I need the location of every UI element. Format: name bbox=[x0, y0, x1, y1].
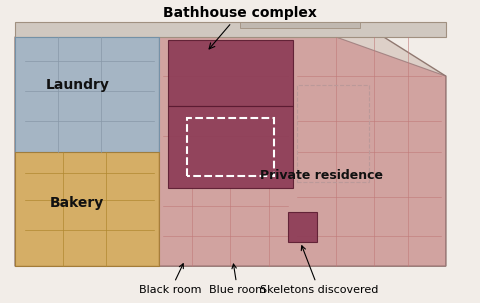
Bar bbox=[240, 22, 360, 28]
Text: Bathhouse complex: Bathhouse complex bbox=[163, 6, 317, 49]
Polygon shape bbox=[288, 212, 317, 242]
Polygon shape bbox=[168, 106, 293, 188]
Polygon shape bbox=[15, 37, 446, 266]
Polygon shape bbox=[15, 22, 446, 37]
Text: Skeletons discovered: Skeletons discovered bbox=[260, 246, 378, 295]
Polygon shape bbox=[158, 37, 446, 266]
Polygon shape bbox=[15, 152, 158, 266]
Text: Laundry: Laundry bbox=[45, 78, 109, 92]
Text: Bakery: Bakery bbox=[50, 196, 104, 210]
Text: Blue room: Blue room bbox=[209, 264, 266, 295]
Text: Black room: Black room bbox=[139, 264, 202, 295]
Polygon shape bbox=[168, 40, 293, 106]
Polygon shape bbox=[15, 37, 158, 152]
Text: Private residence: Private residence bbox=[260, 169, 383, 182]
